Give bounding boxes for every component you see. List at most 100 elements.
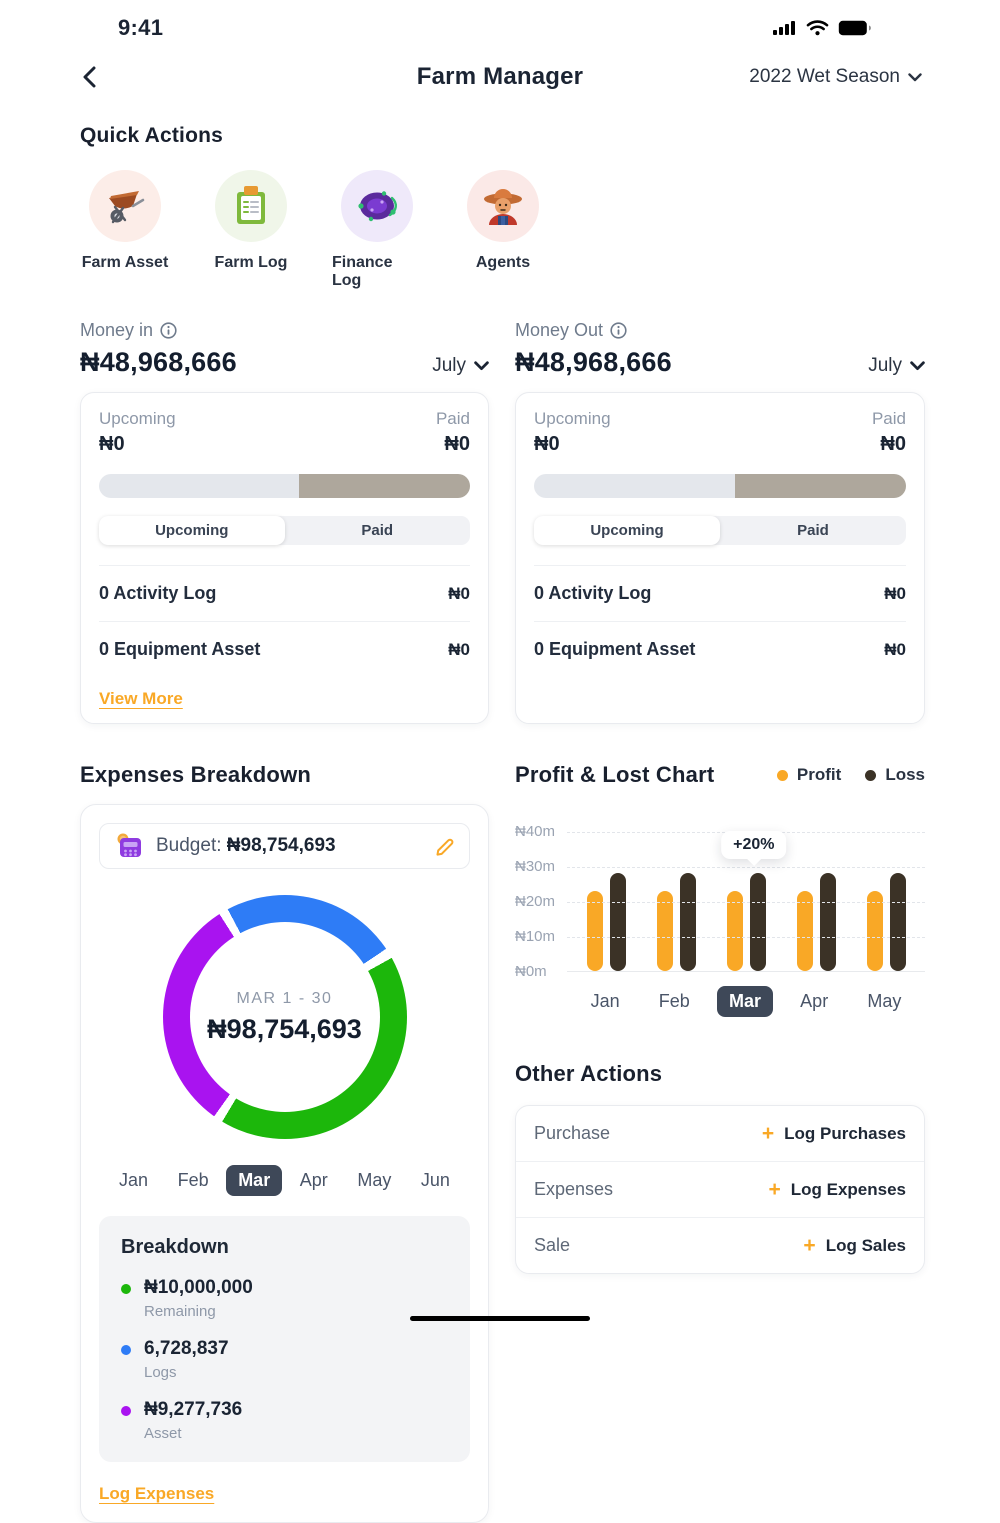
finance-disc-icon <box>341 170 413 242</box>
breakdown-value: 6,728,837 <box>144 1338 229 1359</box>
expenses-donut-wrap: MAR 1 - 30 ₦98,754,693 <box>99 895 470 1139</box>
log-sales-button[interactable]: + Log Sales <box>803 1235 906 1256</box>
expenses-donut-chart: MAR 1 - 30 ₦98,754,693 <box>162 895 407 1139</box>
money-in-column: Money in ₦48,968,666 July Upcoming Paid … <box>80 320 489 724</box>
pencil-icon <box>436 838 454 856</box>
quick-action-agents[interactable]: Agents <box>458 170 548 290</box>
month-tab-may[interactable]: May <box>357 1170 392 1190</box>
bar-group-apr <box>796 873 836 971</box>
progress-paid-segment <box>299 474 470 498</box>
info-icon[interactable] <box>610 322 627 339</box>
chart-title: Profit & Lost Chart <box>515 762 715 787</box>
tab-paid[interactable]: Paid <box>797 522 829 539</box>
bar-group-may <box>866 873 906 971</box>
quick-actions-row: Farm Asset Farm Log Finance Log Agents <box>80 170 922 290</box>
tab-upcoming[interactable]: Upcoming <box>99 516 285 545</box>
season-selector[interactable]: 2022 Wet Season <box>749 66 922 88</box>
upcoming-label: Upcoming <box>99 409 176 428</box>
chevron-down-icon <box>910 361 925 371</box>
tab-paid[interactable]: Paid <box>361 522 394 539</box>
paid-value: ₦0 <box>880 433 906 455</box>
upcoming-paid-progress-bar <box>534 474 906 498</box>
color-dot-icon <box>121 1284 131 1294</box>
tab-upcoming[interactable]: Upcoming <box>534 516 720 545</box>
status-time: 9:41 <box>118 15 164 40</box>
money-out-month-selector[interactable]: July <box>868 355 925 377</box>
log-expenses-link[interactable]: Log Expenses <box>99 1484 215 1503</box>
profit-bar <box>586 890 603 971</box>
donut-center-label: MAR 1 - 30 ₦98,754,693 <box>163 895 407 1139</box>
legend-label: Loss <box>885 765 925 784</box>
donut-period: MAR 1 - 30 <box>236 989 333 1007</box>
quick-action-finance-log[interactable]: Finance Log <box>332 170 422 290</box>
chart-tooltip: +20% <box>721 831 787 859</box>
breakdown-label: Logs <box>144 1364 177 1381</box>
other-actions-title: Other Actions <box>515 1061 663 1086</box>
log-purchases-button[interactable]: + Log Purchases <box>762 1123 906 1144</box>
money-out-label: Money Out <box>515 320 604 340</box>
page-title: Farm Manager <box>416 63 584 90</box>
info-icon[interactable] <box>160 322 177 339</box>
chart-legend: Profit Loss <box>776 765 925 785</box>
chart-month-mar[interactable]: Mar <box>716 986 773 1017</box>
paid-label: Paid <box>435 409 470 428</box>
breakdown-title: Breakdown <box>121 1236 229 1258</box>
chart-plot-area: +20% <box>567 831 925 972</box>
breakdown-label: Remaining <box>144 1303 216 1320</box>
bar-group-feb <box>656 873 696 971</box>
month-tab-mar[interactable]: Mar <box>226 1165 283 1196</box>
money-in-rows: 0 Activity Log ₦0 0 Equipment Asset ₦0 <box>99 565 470 677</box>
money-in-card: Upcoming Paid ₦0 ₦0 Upcoming Paid 0 Activ… <box>80 392 489 724</box>
quick-action-farm-asset[interactable]: Farm Asset <box>80 170 170 290</box>
row-label: 0 Equipment Asset <box>99 639 261 659</box>
chart-column: Profit & Lost Chart Profit Loss +20% ₦4 <box>515 762 925 1274</box>
other-actions-section: Other Actions Purchase + Log Purchases E… <box>515 1061 925 1274</box>
breakdown-item-logs: 6,728,837 Logs <box>121 1338 448 1381</box>
quick-action-farm-log[interactable]: Farm Log <box>206 170 296 290</box>
quick-actions-section: Quick Actions Farm Asset Farm Log Financ… <box>80 124 922 290</box>
breakdown-value: ₦10,000,000 <box>144 1277 253 1298</box>
row-label: 0 Activity Log <box>534 583 652 603</box>
breakdown-label: Asset <box>144 1425 182 1442</box>
donut-total: ₦98,754,693 <box>207 1013 362 1044</box>
money-out-amount: ₦48,968,666 <box>515 347 672 377</box>
month-tab-apr[interactable]: Apr <box>299 1170 328 1190</box>
chart-month-feb[interactable]: Feb <box>658 991 690 1011</box>
expenses-row: Expenses + Log Expenses <box>516 1161 924 1217</box>
edit-budget-button[interactable] <box>436 837 455 856</box>
month-tab-jan[interactable]: Jan <box>119 1170 149 1190</box>
progress-upcoming-segment <box>99 474 300 498</box>
status-bar: 9:41 <box>0 0 1000 46</box>
loss-bar <box>889 873 906 971</box>
expenses-month-tabs: Jan Feb Mar Apr May Jun <box>99 1165 470 1196</box>
back-button[interactable] <box>82 62 112 92</box>
profit-loss-chart: +20% ₦40m ₦30m ₦20m ₦10m ₦0m <box>515 823 925 980</box>
expenses-breakdown-card: Budget: ₦98,754,693 MAR 1 - 30 ₦98,754,6… <box>80 804 489 1523</box>
home-indicator[interactable] <box>410 1316 590 1321</box>
month-tab-feb[interactable]: Feb <box>177 1170 209 1190</box>
equipment-asset-row: 0 Equipment Asset ₦0 <box>534 621 906 677</box>
view-more-link[interactable]: View More <box>99 689 183 708</box>
chart-month-may[interactable]: May <box>867 991 902 1011</box>
bottom-section: Expenses Breakdown Budget: ₦98,754,693 <box>80 762 925 1523</box>
chart-month-apr[interactable]: Apr <box>800 991 829 1011</box>
chart-month-jan[interactable]: Jan <box>590 991 620 1011</box>
month-tab-jun[interactable]: Jun <box>420 1170 450 1190</box>
farmer-icon <box>467 170 539 242</box>
chevron-left-icon <box>83 66 96 88</box>
purchase-row: Purchase + Log Purchases <box>516 1106 924 1161</box>
upcoming-paid-progress-bar <box>99 474 470 498</box>
log-expenses-button[interactable]: + Log Expenses <box>768 1179 906 1200</box>
month-selector-label: July <box>432 355 466 376</box>
activity-log-row: 0 Activity Log ₦0 <box>99 565 470 621</box>
money-out-column: Money Out ₦48,968,666 July Upcoming Paid… <box>515 320 925 724</box>
breakdown-value: ₦9,277,736 <box>144 1399 243 1420</box>
quick-action-label: Farm Log <box>214 254 288 271</box>
money-in-month-selector[interactable]: July <box>432 355 489 377</box>
expenses-breakdown-title: Expenses Breakdown <box>80 762 312 787</box>
color-dot-icon <box>121 1406 131 1416</box>
wifi-icon <box>806 20 829 36</box>
row-value: ₦0 <box>884 583 906 603</box>
plus-icon: + <box>761 1122 775 1145</box>
upcoming-paid-tabs: Upcoming Paid <box>534 516 906 545</box>
